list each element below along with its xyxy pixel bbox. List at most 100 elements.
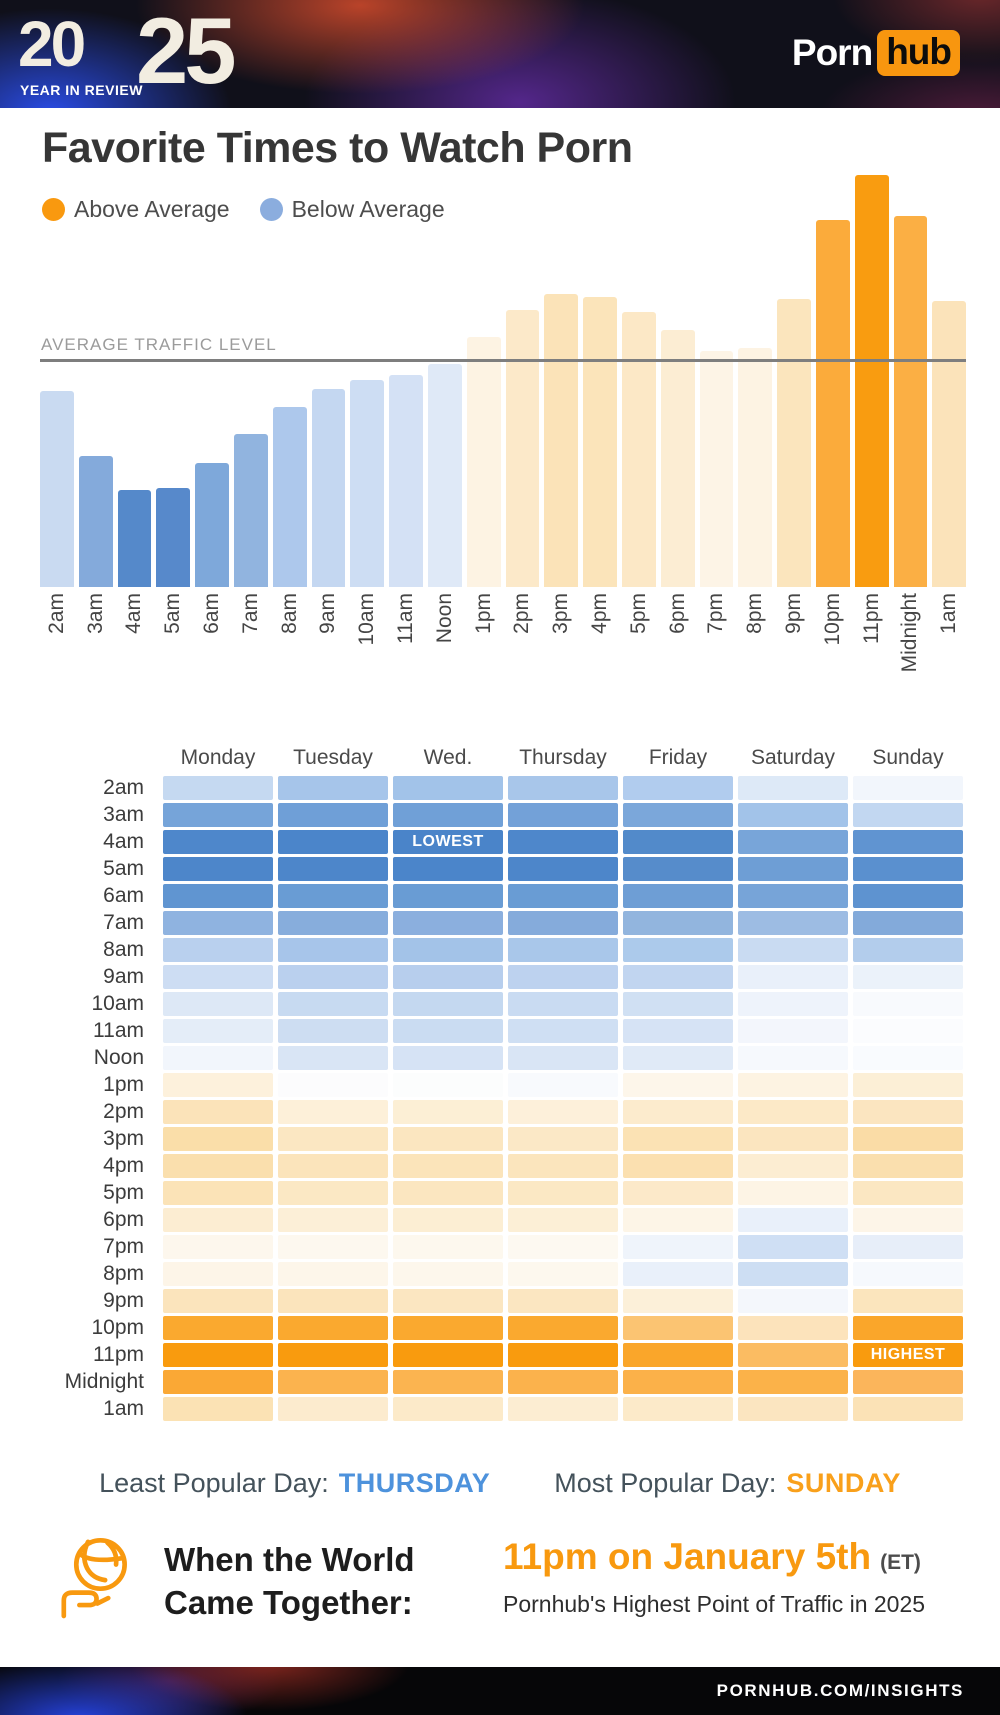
globe-in-hand-icon (61, 1538, 127, 1619)
heatmap-cell-tuesday-9am (278, 965, 388, 989)
heatmap-cell-saturday-1am (738, 1397, 848, 1421)
heatmap-cell-tuesday-2am (278, 776, 388, 800)
insights-link[interactable]: PORNHUB.COM/INSIGHTS (716, 1681, 964, 1700)
hour-row-label-11pm: 11pm (93, 1343, 144, 1366)
hour-row-label-8pm: 8pm (103, 1262, 144, 1285)
hour-axis-label-11am: 11am (394, 593, 418, 644)
heatmap-cell-tuesday-2pm (278, 1100, 388, 1124)
hour-row-label-9am: 9am (103, 965, 144, 988)
heatmap-cell-monday-8pm (163, 1262, 273, 1286)
hour-axis-label-10am: 10am (355, 593, 379, 646)
heatmap-cell-sunday-9am (853, 965, 963, 989)
world-highlight: 11pm on January 5th (503, 1536, 872, 1577)
heatmap-cell-friday-8pm (623, 1262, 733, 1286)
year-logo-20: 20 (18, 8, 86, 80)
heatmap-cell-sunday-3am (853, 803, 963, 827)
heatmap-cell-friday-11pm (623, 1343, 733, 1367)
heatmap-cell-wed-7am (393, 911, 503, 935)
hour-axis-cell: 4am (118, 593, 152, 711)
heatmap-cell-tuesday-11pm (278, 1343, 388, 1367)
hour-axis-label-9am: 9am (316, 593, 340, 634)
heatmap-cell-tuesday-5am (278, 857, 388, 881)
heatmap-cell-friday-4am (623, 830, 733, 854)
hour-axis-label-11pm: 11pm (859, 593, 883, 644)
heatmap-cell-monday-4pm (163, 1154, 273, 1178)
most-popular-group: Most Popular Day: SUNDAY (554, 1468, 901, 1499)
hour-row-label-4am: 4am (103, 830, 144, 853)
heatmap-cell-tuesday-5pm (278, 1181, 388, 1205)
hour-axis-cell: 3am (79, 593, 113, 711)
heatmap-cell-thursday-3pm (508, 1127, 618, 1151)
hour-axis-cell: 3pm (544, 593, 578, 711)
heatmap-cell-friday-7pm (623, 1235, 733, 1259)
heatmap-cell-thursday-midnight (508, 1370, 618, 1394)
hour-axis-cell: Noon (428, 593, 462, 711)
heatmap-cell-sunday-7am (853, 911, 963, 935)
heatmap-cell-monday-7pm (163, 1235, 273, 1259)
hour-row-label-1am: 1am (103, 1397, 144, 1420)
heatmap-cell-sunday-3pm (853, 1127, 963, 1151)
hour-axis-label-7pm: 7pm (704, 593, 728, 634)
hour-row-label-4pm: 4pm (103, 1154, 144, 1177)
hour-axis-label-9pm: 9pm (782, 593, 806, 634)
heatmap-cell-wed-8pm (393, 1262, 503, 1286)
hour-axis-cell: 6am (195, 593, 229, 711)
bar-10am (350, 380, 385, 587)
day-header-thursday: Thursday (519, 746, 607, 769)
heatmap-cell-friday-11am (623, 1019, 733, 1043)
heatmap-cell-wed-6pm (393, 1208, 503, 1232)
heatmap-cell-wed-3pm (393, 1127, 503, 1151)
hour-row-label-noon: Noon (93, 1046, 144, 1069)
heatmap-cell-monday-10am (163, 992, 273, 1016)
heatmap-cell-thursday-7pm (508, 1235, 618, 1259)
heatmap-cell-saturday-9pm (738, 1289, 848, 1313)
heatmap-cell-thursday-10am (508, 992, 618, 1016)
hour-axis-cell: 7am (234, 593, 268, 711)
hour-row-label-10pm: 10pm (91, 1316, 144, 1339)
hour-row-label-3am: 3am (103, 803, 144, 826)
popular-days-row: Least Popular Day: THURSDAY Most Popular… (0, 1468, 1000, 1499)
heatmap-cell-thursday-9am (508, 965, 618, 989)
heatmap-cell-saturday-2am (738, 776, 848, 800)
hour-axis-cell: 1am (932, 593, 966, 711)
hour-row-label-2pm: 2pm (103, 1100, 144, 1123)
world-heading-line1: When the World (164, 1541, 415, 1578)
heatmap-cell-wed-6am (393, 884, 503, 908)
heatmap-cell-sunday-2am (853, 776, 963, 800)
year-logo-subtitle: YEAR IN REVIEW (20, 82, 143, 98)
bar-midnight (893, 216, 928, 587)
heatmap-cell-friday-6pm (623, 1208, 733, 1232)
page-title: Favorite Times to Watch Porn (42, 124, 633, 172)
heatmap-cell-thursday-3am (508, 803, 618, 827)
heatmap-cell-monday-1am (163, 1397, 273, 1421)
heatmap-cell-tuesday-11am (278, 1019, 388, 1043)
heatmap-cell-friday-8am (623, 938, 733, 962)
heatmap-cell-friday-2am (623, 776, 733, 800)
hour-axis-label-6am: 6am (200, 593, 224, 634)
day-header-saturday: Saturday (750, 746, 836, 769)
heatmap-cell-friday-6am (623, 884, 733, 908)
hour-axis-cell: 8pm (738, 593, 772, 711)
heatmap-cell-friday-9pm (623, 1289, 733, 1313)
heatmap-cell-sunday-1pm (853, 1073, 963, 1097)
highest-label: HIGHEST (870, 1346, 946, 1363)
heatmap-cell-monday-1pm (163, 1073, 273, 1097)
heatmap-cell-thursday-10pm (508, 1316, 618, 1340)
heatmap-cell-sunday-10pm (853, 1316, 963, 1340)
bar-3am (78, 456, 113, 587)
heatmap-cell-sunday-10am (853, 992, 963, 1016)
heatmap-cell-wed-1am (393, 1397, 503, 1421)
heatmap-cell-sunday-4am (853, 830, 963, 854)
world-heading-line2: Came Together: (164, 1584, 413, 1621)
heatmap-cell-thursday-1am (508, 1397, 618, 1421)
heatmap-cell-thursday-4pm (508, 1154, 618, 1178)
heatmap-cell-saturday-9am (738, 965, 848, 989)
heatmap-cell-sunday-4pm (853, 1154, 963, 1178)
heatmap-cell-saturday-5am (738, 857, 848, 881)
lowest-label: LOWEST (412, 833, 484, 850)
hour-axis-label-3am: 3am (83, 593, 107, 634)
footer-bar: PORNHUB.COM/INSIGHTS (0, 1667, 1000, 1715)
heatmap-cell-sunday-8pm (853, 1262, 963, 1286)
heatmap-cell-friday-5pm (623, 1181, 733, 1205)
hour-axis-cell: 9am (312, 593, 346, 711)
